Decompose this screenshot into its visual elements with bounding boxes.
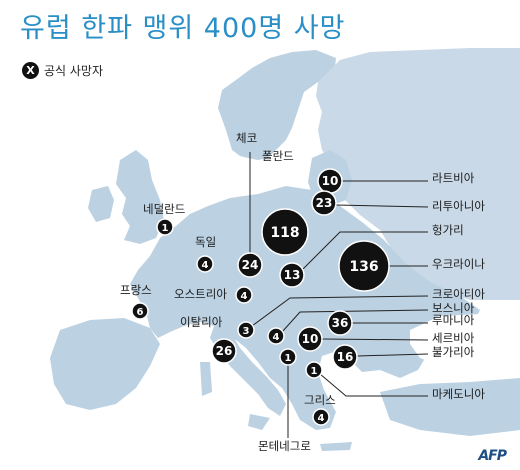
iberia-shape [50,318,160,410]
leader-lines [249,152,429,438]
page-title: 유럽 한파 맹위 400명 사망 [20,13,346,44]
country-16-death-marker [305,361,323,379]
country-3-death-marker [237,252,263,278]
country-1-death-count: 23 [316,196,333,210]
country-6-death-marker [279,262,305,288]
country-8-death-count: 6 [137,307,144,318]
legend-label: 공식 사망자 [44,64,104,78]
country-9-death-marker [235,286,253,304]
turkey-shape [380,378,520,436]
ireland-shape [88,186,114,222]
country-13-name-label: 루마니아 [432,313,475,327]
country-2-death-count: 118 [270,225,299,241]
country-12-death-count: 26 [216,344,233,358]
country-10-leader-line [251,295,429,327]
legend-marker-icon: X [22,62,39,79]
country-8-name-label: 프랑스 [120,283,152,297]
country-16-death-count: 1 [311,366,318,377]
country-7-name-label: 우크라이나 [432,257,485,271]
country-11-name-label: 보스니아 [432,301,475,315]
country-12-name-label: 이탈리아 [180,315,223,329]
sicily-shape [248,414,270,430]
country-3-death-count: 24 [242,258,259,272]
legend: X 공식 사망자 [22,62,103,79]
britain-shape [116,150,164,244]
country-14-death-marker [297,326,323,352]
country-0-name-label: 라트비아 [432,171,475,185]
country-11-death-marker [267,327,285,345]
country-3-name-label: 체코 [236,131,257,145]
country-7-death-count: 136 [349,259,378,275]
country-1-leader-line [335,204,429,208]
agency-credit: AFP [478,448,507,464]
country-17-death-marker [279,348,297,366]
country-6-death-count: 13 [284,268,301,282]
country-13-death-marker [327,310,353,336]
country-15-death-marker [332,344,358,370]
country-2-name-label: 폴란드 [262,149,294,163]
country-2-death-marker [261,208,309,256]
country-11-death-count: 4 [273,332,280,343]
black-sea-shape [410,314,500,366]
country-17-death-count: 1 [285,353,292,364]
country-13-death-count: 36 [332,316,349,330]
country-10-death-marker [237,321,255,339]
mainland-shape [130,186,480,430]
country-9-name-label: 오스트리아 [174,287,227,301]
country-14-leader-line [321,338,429,341]
country-18-name-label: 그리스 [304,393,336,407]
country-5-name-label: 독일 [195,235,216,249]
country-4-name-label: 네덜란드 [143,202,185,216]
land-masses [50,48,520,451]
country-10-name-label: 크로아티아 [432,287,485,301]
country-16-name-label: 마케도니아 [432,387,485,401]
country-11-leader-line [281,309,429,333]
country-16-leader-line [319,373,428,397]
country-7-death-marker [338,240,390,292]
country-1-name-label: 리투아니아 [432,199,485,213]
country-12-death-marker [211,338,237,364]
country-5-death-marker [196,255,214,273]
country-4-death-count: 1 [162,223,169,234]
country-18-death-count: 4 [318,413,325,424]
country-9-death-count: 4 [241,291,248,302]
country-15-death-count: 16 [337,350,354,364]
crete-shape [320,442,352,451]
country-15-leader-line [356,353,429,357]
country-15-name-label: 불가리아 [432,345,475,359]
country-4-death-marker [156,218,174,236]
country-1-death-marker [311,190,337,216]
country-18-death-marker [312,408,330,426]
country-14-name-label: 세르비아 [432,331,475,345]
country-8-death-marker [131,302,149,320]
country-10-death-count: 3 [243,326,250,337]
country-0-death-count: 10 [322,174,339,188]
country-5-death-count: 4 [202,260,209,271]
country-17-name-label: 몬테네그로 [258,439,311,453]
scandinavia-shape [218,50,336,160]
country-14-death-count: 10 [302,332,319,346]
country-6-name-label: 헝가리 [432,223,464,237]
finland-russia-shape [316,48,520,300]
country-6-leader-line [301,231,428,271]
sardinia-shape [200,362,212,396]
